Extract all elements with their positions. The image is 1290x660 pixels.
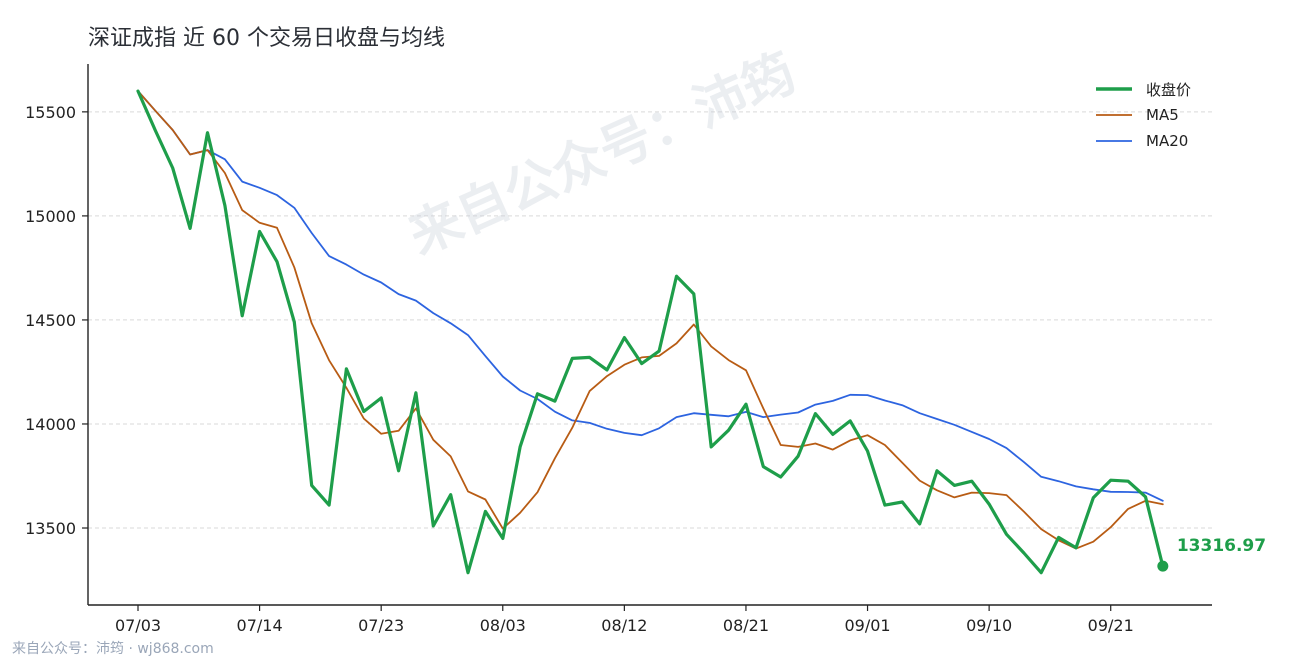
series-line-close [136, 89, 1165, 575]
legend-item-ma20: MA20 [1096, 128, 1191, 154]
y-tick-labels: 13500 14000 14500 15000 15500 [25, 103, 88, 538]
y-tick-label: 15000 [25, 207, 76, 226]
x-tick-label: 08/12 [601, 616, 647, 635]
axes [87, 64, 1212, 606]
markers [1157, 560, 1169, 572]
gridlines [88, 111, 1212, 529]
y-tick-label: 15500 [25, 103, 76, 122]
last-close-marker [1157, 560, 1169, 572]
legend-swatch-ma20 [1096, 140, 1132, 142]
legend-swatch-close [1096, 87, 1132, 91]
legend-item-ma5: MA5 [1096, 102, 1191, 128]
y-tick-label: 14500 [25, 311, 76, 330]
chart-title: 深证成指 近 60 个交易日收盘与均线 [88, 26, 445, 51]
legend-swatch-ma5 [1096, 114, 1132, 116]
legend-label-close: 收盘价 [1146, 80, 1192, 99]
x-tick-label: 07/23 [358, 616, 404, 635]
legend-item-close: 收盘价 [1096, 76, 1191, 102]
x-tick-label: 09/01 [844, 616, 890, 635]
last-close-value-label: 13316.97 [1176, 536, 1267, 557]
y-tick-label: 14000 [25, 415, 76, 434]
footer-credit: 来自公众号：沛筠 · wj868.com [12, 641, 214, 657]
legend-label-ma5: MA5 [1146, 106, 1179, 124]
x-tick-label: 09/21 [1088, 616, 1134, 635]
x-tick-label: 09/10 [966, 616, 1012, 635]
series-line-ma20 [137, 90, 1164, 502]
legend: 收盘价 MA5 MA20 [1096, 76, 1191, 154]
y-tick-label: 13500 [25, 519, 76, 538]
x-tick-labels: 07/03 07/14 07/23 08/03 08/12 08/21 09/01 09/10… [115, 605, 1134, 635]
x-tick-label: 07/14 [237, 616, 283, 635]
x-tick-label: 07/03 [115, 616, 161, 635]
legend-label-ma20: MA20 [1146, 132, 1189, 150]
x-tick-label: 08/03 [480, 616, 526, 635]
x-tick-label: 08/21 [723, 616, 769, 635]
series-lines [136, 89, 1165, 575]
